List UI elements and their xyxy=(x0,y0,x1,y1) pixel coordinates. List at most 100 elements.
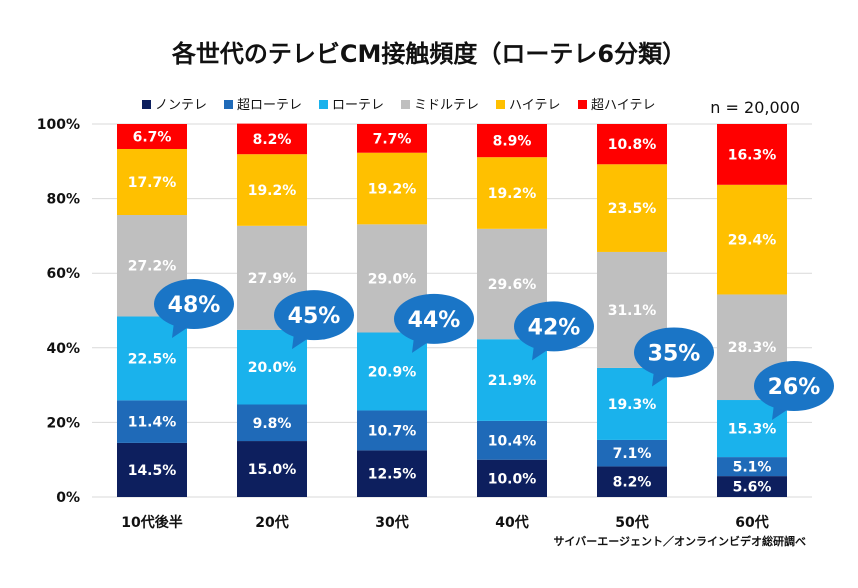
legend-swatch xyxy=(224,100,233,109)
data-label: 8.9% xyxy=(493,134,532,150)
data-label: 19.2% xyxy=(488,186,537,202)
data-label: 10.7% xyxy=(368,423,417,439)
bar-segment xyxy=(477,157,547,229)
chart-title: 各世代のテレビCM接触頻度（ローテレ6分類） xyxy=(171,40,686,68)
legend-label: ミドルテレ xyxy=(414,98,479,113)
data-label: 29.4% xyxy=(728,233,777,249)
data-label: 10.8% xyxy=(608,137,657,153)
data-label: 15.3% xyxy=(728,422,777,438)
bar-segment xyxy=(237,441,307,497)
data-label: 29.0% xyxy=(368,271,417,287)
data-label: 14.5% xyxy=(128,463,177,479)
bar-segment xyxy=(477,124,547,158)
x-tick-label: 40代 xyxy=(495,514,528,531)
sample-size-note: n = 20,000 xyxy=(710,98,800,117)
callout-label: 48% xyxy=(168,293,221,318)
gridlines xyxy=(92,123,812,498)
data-label: 11.4% xyxy=(128,415,177,431)
bar-segment xyxy=(597,164,667,252)
data-label: 27.2% xyxy=(128,259,177,275)
x-tick-label: 50代 xyxy=(615,514,648,531)
callout-bubble: 44% xyxy=(394,293,474,353)
y-tick-label: 60% xyxy=(46,266,80,282)
callout-label: 26% xyxy=(768,375,821,400)
data-label: 5.6% xyxy=(733,480,772,496)
data-label: 10.4% xyxy=(488,433,537,449)
callout-shape xyxy=(154,278,234,329)
data-label: 20.0% xyxy=(248,360,297,376)
callout-label: 45% xyxy=(288,304,341,329)
data-label: 7.1% xyxy=(613,446,652,462)
data-label: 19.2% xyxy=(368,182,417,198)
bar-segment xyxy=(357,124,427,153)
legend-swatch xyxy=(578,100,587,109)
data-label: 7.7% xyxy=(373,131,412,147)
legend-swatch xyxy=(401,100,410,109)
data-label: 8.2% xyxy=(253,132,292,148)
data-label: 22.5% xyxy=(128,351,177,367)
bar-segment xyxy=(237,404,307,442)
callout-bubble: 26% xyxy=(754,361,834,421)
y-axis: 0% 20% 40% 60% 80% 100% xyxy=(37,117,80,506)
legend: ノンテレ 超ローテレ ローテレ ミドルテレ ハイテレ 超ハイテレ xyxy=(142,98,655,113)
callout-label: 44% xyxy=(408,308,461,333)
data-label: 27.9% xyxy=(248,271,297,287)
callout-shape xyxy=(634,327,714,378)
bar-segment xyxy=(357,450,427,497)
bar-segment xyxy=(717,457,787,477)
bar-segment xyxy=(237,123,307,155)
x-tick-label: 60代 xyxy=(735,514,768,531)
data-label: 12.5% xyxy=(368,467,417,483)
callout-shape xyxy=(514,301,594,352)
bar-segment xyxy=(117,148,187,216)
bar-segment xyxy=(117,442,187,497)
legend-swatch xyxy=(319,100,328,109)
callouts: 48% 45% 44% 42% 35% 26% xyxy=(154,278,834,421)
data-label: 23.5% xyxy=(608,201,657,217)
source-note: サイバーエージェント／オンラインビデオ総研調べ xyxy=(553,534,806,548)
bar-segment xyxy=(597,466,667,497)
data-label: 8.2% xyxy=(613,475,652,491)
data-label: 5.1% xyxy=(733,460,772,476)
callout-label: 35% xyxy=(648,341,701,366)
x-tick-label: 10代後半 xyxy=(121,514,182,531)
bar-segment xyxy=(237,154,307,226)
x-tick-label: 30代 xyxy=(375,514,408,531)
callout-bubble: 42% xyxy=(514,301,594,361)
data-label: 6.7% xyxy=(133,129,172,145)
data-label: 15.0% xyxy=(248,462,297,478)
bar-segment xyxy=(477,420,547,460)
data-label: 16.3% xyxy=(728,147,777,163)
legend-label: ノンテレ xyxy=(155,98,207,113)
bar-segment xyxy=(477,459,547,497)
callout-label: 42% xyxy=(528,315,581,340)
bar-segment xyxy=(717,124,787,185)
data-label: 28.3% xyxy=(728,340,777,356)
callout-shape xyxy=(274,290,354,341)
data-label: 9.8% xyxy=(253,416,292,432)
bar-segment xyxy=(597,439,667,467)
data-label: 29.6% xyxy=(488,277,537,293)
y-tick-label: 20% xyxy=(46,415,80,431)
y-tick-label: 0% xyxy=(56,490,80,506)
data-label: 31.1% xyxy=(608,303,657,319)
y-tick-label: 40% xyxy=(46,341,80,357)
legend-label: 超ローテレ xyxy=(237,98,302,113)
data-label: 21.9% xyxy=(488,373,537,389)
legend-swatch xyxy=(496,100,505,109)
bar-segment xyxy=(117,124,187,149)
callout-shape xyxy=(754,361,834,412)
bar-segment xyxy=(717,476,787,497)
bar-segment xyxy=(357,410,427,451)
y-tick-label: 80% xyxy=(46,192,80,208)
callout-bubble: 35% xyxy=(634,327,714,387)
data-label: 10.0% xyxy=(488,471,537,487)
legend-label: ハイテレ xyxy=(509,98,560,113)
bar-segment xyxy=(717,184,787,295)
bar-segment xyxy=(357,152,427,225)
x-tick-label: 20代 xyxy=(255,514,288,531)
callout-shape xyxy=(394,293,474,344)
data-label: 20.9% xyxy=(368,364,417,380)
callout-bubble: 48% xyxy=(154,278,234,338)
